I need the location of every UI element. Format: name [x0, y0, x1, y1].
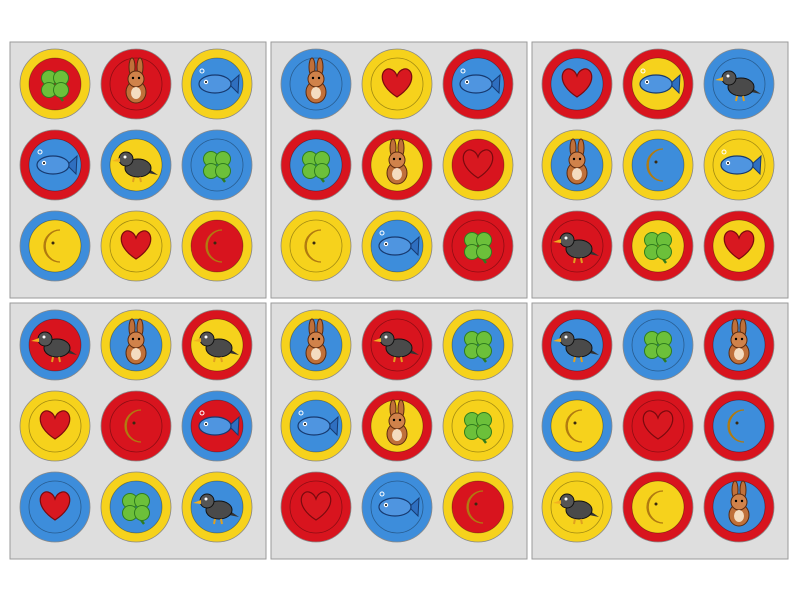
token-face — [631, 480, 685, 534]
token[interactable] — [622, 210, 694, 282]
token-face — [451, 480, 505, 534]
token-face — [631, 318, 685, 372]
token[interactable] — [361, 309, 433, 381]
token[interactable] — [622, 48, 694, 120]
token[interactable] — [703, 210, 775, 282]
token-face — [190, 219, 244, 273]
token[interactable] — [181, 309, 253, 381]
token[interactable] — [100, 48, 172, 120]
token[interactable] — [19, 210, 91, 282]
token-face — [631, 138, 685, 192]
token[interactable] — [703, 471, 775, 543]
token[interactable] — [280, 48, 352, 120]
token-face — [28, 57, 82, 111]
token[interactable] — [361, 390, 433, 462]
token[interactable] — [280, 210, 352, 282]
token[interactable] — [361, 471, 433, 543]
token[interactable] — [100, 471, 172, 543]
token[interactable] — [442, 309, 514, 381]
panel — [9, 302, 267, 560]
token[interactable] — [442, 48, 514, 120]
token[interactable] — [622, 309, 694, 381]
token[interactable] — [541, 210, 613, 282]
token[interactable] — [181, 129, 253, 201]
token-face — [289, 219, 343, 273]
token-face — [109, 480, 163, 534]
token[interactable] — [181, 390, 253, 462]
token[interactable] — [181, 48, 253, 120]
token[interactable] — [541, 48, 613, 120]
token[interactable] — [280, 471, 352, 543]
token-face — [631, 219, 685, 273]
token[interactable] — [442, 129, 514, 201]
token[interactable] — [442, 390, 514, 462]
token[interactable] — [703, 48, 775, 120]
token[interactable] — [181, 471, 253, 543]
token[interactable] — [19, 471, 91, 543]
token-face — [550, 399, 604, 453]
token-face — [109, 399, 163, 453]
token[interactable] — [280, 129, 352, 201]
token[interactable] — [19, 129, 91, 201]
token[interactable] — [361, 129, 433, 201]
token[interactable] — [19, 48, 91, 120]
token[interactable] — [622, 471, 694, 543]
token[interactable] — [100, 309, 172, 381]
token[interactable] — [541, 129, 613, 201]
token[interactable] — [361, 48, 433, 120]
token[interactable] — [442, 471, 514, 543]
token[interactable] — [19, 390, 91, 462]
token-face — [712, 399, 766, 453]
token[interactable] — [19, 309, 91, 381]
token[interactable] — [622, 129, 694, 201]
token[interactable] — [541, 309, 613, 381]
token-face — [190, 138, 244, 192]
panel — [270, 41, 528, 299]
token[interactable] — [622, 390, 694, 462]
panel — [9, 41, 267, 299]
token-face — [28, 219, 82, 273]
token[interactable] — [703, 309, 775, 381]
token-face — [451, 318, 505, 372]
token-face — [289, 138, 343, 192]
panel — [270, 302, 528, 560]
token[interactable] — [541, 471, 613, 543]
panel — [531, 41, 789, 299]
token[interactable] — [703, 390, 775, 462]
token[interactable] — [361, 210, 433, 282]
token[interactable] — [280, 390, 352, 462]
token[interactable] — [181, 210, 253, 282]
panel — [531, 302, 789, 560]
token[interactable] — [703, 129, 775, 201]
token-face — [451, 219, 505, 273]
token[interactable] — [100, 390, 172, 462]
token[interactable] — [100, 210, 172, 282]
token[interactable] — [541, 390, 613, 462]
token[interactable] — [280, 309, 352, 381]
token[interactable] — [100, 129, 172, 201]
token[interactable] — [442, 210, 514, 282]
token-face — [451, 399, 505, 453]
